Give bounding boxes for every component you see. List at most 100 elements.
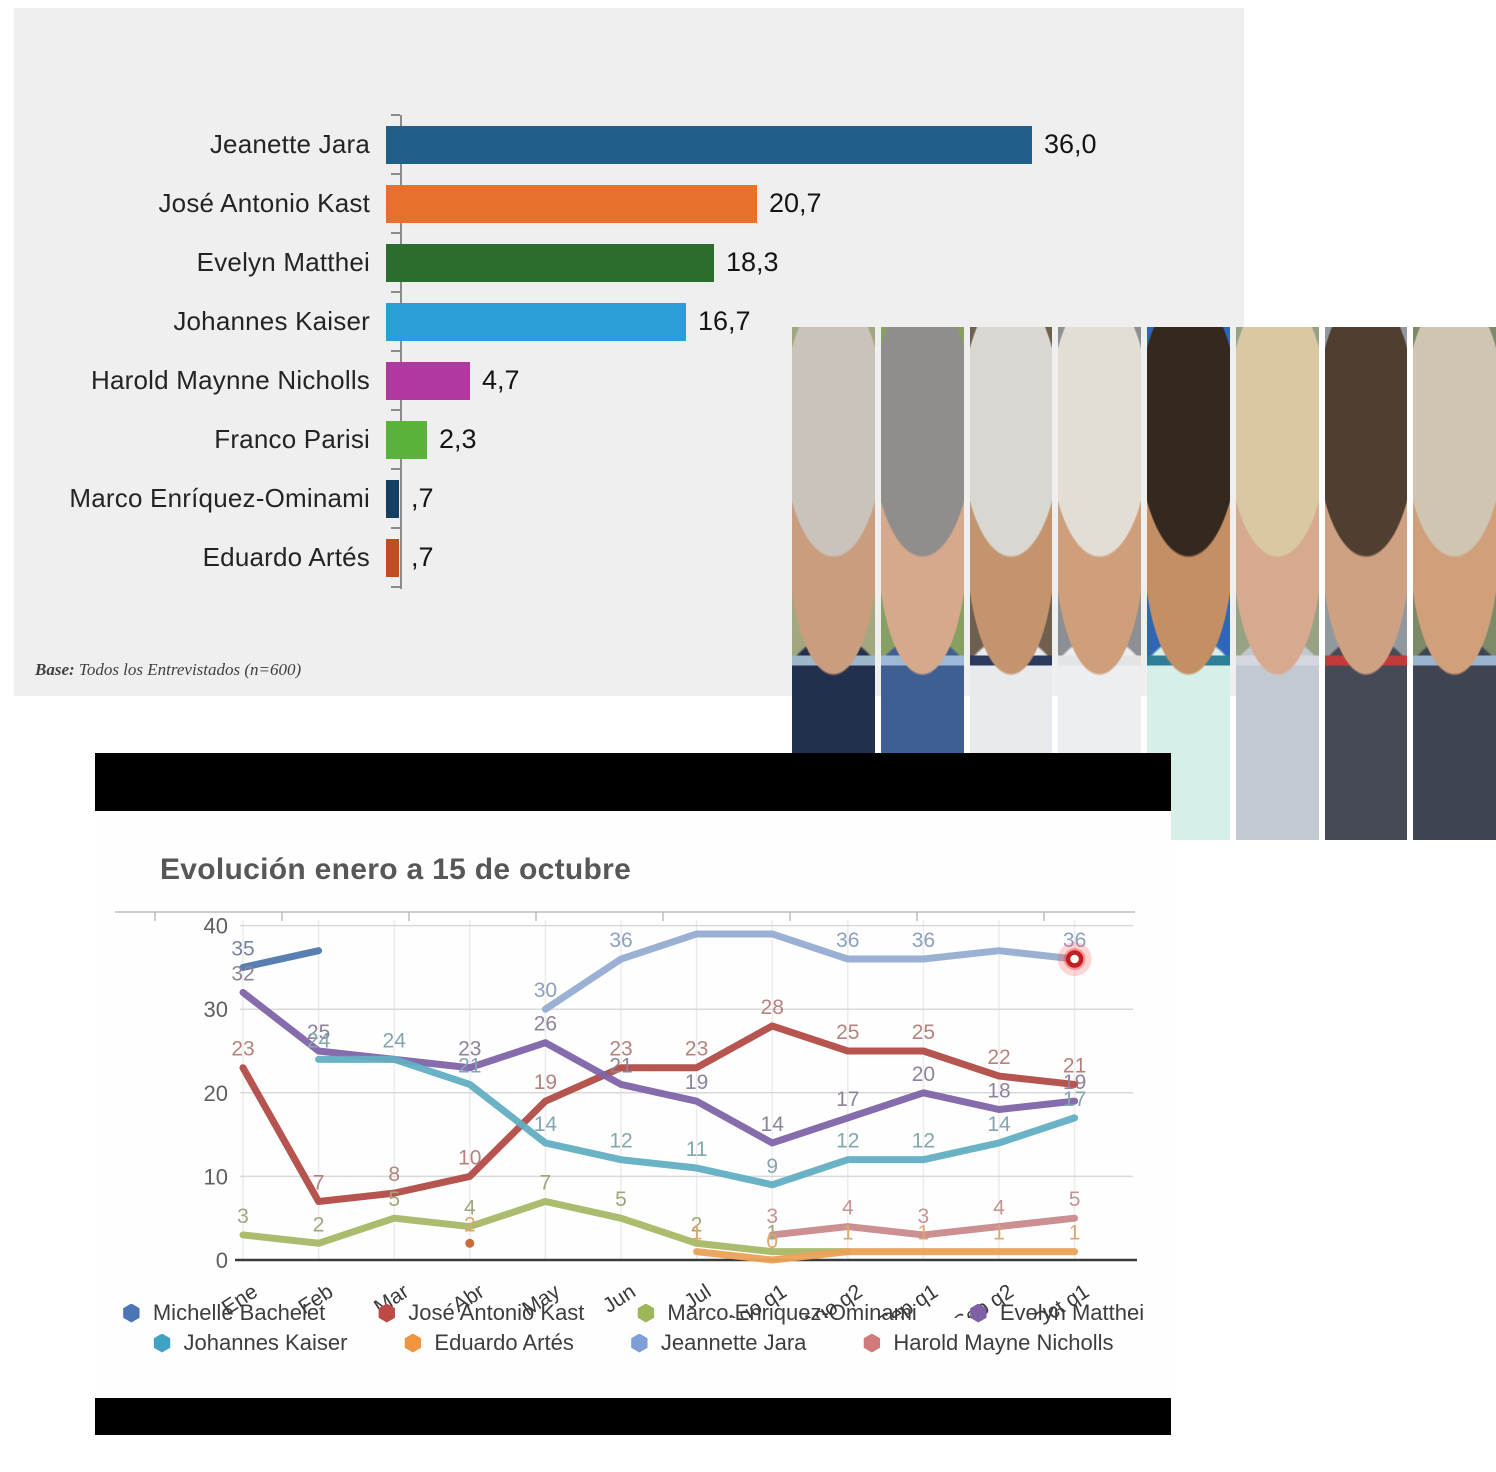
bar [386, 125, 1032, 164]
bar-value-label: 36,0 [1044, 129, 1097, 159]
bar-category-label: José Antonio Kast [158, 188, 370, 218]
data-label: 36 [1063, 929, 1086, 952]
legend-item: Marco Enriquez-Ominami [636, 1300, 917, 1326]
data-label: 7 [313, 1171, 325, 1194]
legend-hexagon-icon [863, 1333, 881, 1353]
legend-label: Michelle Bachelet [152, 1300, 326, 1325]
legend-item: José Antonio Kast [377, 1300, 584, 1326]
legend-item: Jeannette Jara [630, 1330, 807, 1356]
data-label: 17 [836, 1088, 859, 1111]
legend-label: Jeannette Jara [660, 1330, 807, 1355]
bar [386, 302, 686, 341]
data-label: 1 [993, 1222, 1005, 1245]
legend-hexagon-icon [404, 1333, 422, 1353]
data-point [465, 1238, 475, 1248]
data-label: 23 [609, 1038, 632, 1061]
bottom-black-bar [95, 1398, 1171, 1435]
data-label: 3 [918, 1205, 930, 1228]
data-label: 11 [686, 1138, 708, 1161]
candidate-photo [1413, 327, 1496, 840]
data-label: 5 [388, 1188, 400, 1211]
axis-tick [391, 291, 400, 293]
table-row: José Antonio Kast 20,7 [14, 174, 1244, 233]
data-label: 4 [464, 1197, 476, 1220]
data-label: 36 [609, 929, 632, 952]
data-label: 24 [307, 1029, 331, 1052]
data-label: 2 [464, 1213, 476, 1236]
data-label: 4 [842, 1197, 854, 1220]
bar-value-label: 18,3 [726, 247, 779, 277]
data-label: 24 [383, 1029, 407, 1052]
base-footnote: Base: Todos los Entrevistados (n=600) [35, 660, 301, 680]
y-tick-label: 0 [216, 1248, 228, 1273]
bar-category-label: Evelyn Matthei [196, 247, 370, 277]
bar-value-label: ,7 [411, 483, 434, 513]
data-label: 5 [1069, 1188, 1081, 1211]
bar [386, 184, 757, 223]
legend-item: Johannes Kaiser [153, 1330, 347, 1356]
axis-tick [391, 232, 400, 234]
data-label: 12 [836, 1130, 859, 1153]
data-label: 21 [458, 1054, 481, 1077]
series-line [239, 947, 323, 971]
data-label: 1 [766, 1222, 778, 1245]
bar-value-label: 20,7 [769, 188, 822, 218]
data-label: 18 [987, 1080, 1010, 1103]
table-row: Harold Maynne Nicholls 4,7 [14, 351, 1244, 410]
data-label: 3 [766, 1205, 778, 1228]
series-line [315, 1055, 1079, 1189]
bar-category-label: Johannes Kaiser [173, 306, 370, 336]
data-label: 28 [761, 996, 784, 1019]
highlight-marker [1065, 950, 1084, 968]
data-label: 10 [458, 1146, 481, 1169]
data-label: 14 [761, 1113, 785, 1136]
data-label: 21 [609, 1054, 632, 1077]
legend-hexagon-icon [970, 1303, 987, 1323]
data-label: 1 [691, 1222, 703, 1245]
data-label: 0 [766, 1230, 778, 1253]
legend-label: José Antonio Kast [408, 1300, 585, 1325]
bar-chart-axis [400, 115, 402, 589]
data-label: 36 [912, 929, 935, 952]
bar-category-label: Marco Enríquez-Ominami [69, 483, 370, 513]
data-label: 25 [836, 1021, 859, 1044]
bar-value-label: 16,7 [698, 306, 751, 336]
data-label: 21 [1063, 1054, 1086, 1077]
table-row: Franco Parisi 2,3 [14, 410, 1244, 469]
table-row: Marco Enríquez-Ominami ,7 [14, 469, 1244, 528]
data-label: 36 [836, 929, 859, 952]
bar-category-label: Eduardo Artés [202, 542, 370, 572]
data-label: 25 [912, 1021, 935, 1044]
data-label: 14 [534, 1113, 558, 1136]
data-label: 9 [766, 1155, 778, 1178]
legend-item: Michelle Bachelet [122, 1300, 325, 1326]
legend-item: Evelyn Matthei [969, 1300, 1144, 1326]
data-label: 5 [615, 1188, 627, 1211]
data-label: 4 [993, 1197, 1005, 1220]
bar [386, 420, 427, 459]
axis-tick [391, 586, 400, 588]
data-label: 23 [685, 1038, 708, 1061]
series-line [239, 1022, 1079, 1205]
series-line [541, 930, 1079, 1013]
data-label: 22 [987, 1046, 1010, 1069]
legend-hexagon-icon [123, 1303, 140, 1323]
data-label: 35 [231, 937, 254, 960]
series-line [768, 1214, 1079, 1239]
bar-category-label: Harold Maynne Nicholls [91, 365, 370, 395]
axis-tick [391, 114, 400, 116]
bar-category-label: Franco Parisi [214, 424, 370, 454]
legend-item: Eduardo Artés [403, 1330, 574, 1356]
table-row: Jeanette Jara 36,0 [14, 115, 1244, 174]
data-label: 1 [918, 1222, 930, 1245]
bar-chart: Jeanette Jara 36,0 José Antonio Kast 20,7 Ev… [14, 115, 1244, 587]
legend-row-2: Johannes Kaiser Eduardo Artés Jeannette Ja… [95, 1330, 1171, 1356]
data-label: 3 [237, 1205, 249, 1228]
chart-title: Evolución enero a 15 de octubre [160, 853, 632, 886]
data-label: 1 [842, 1222, 854, 1245]
series-line [693, 1248, 1079, 1264]
y-tick-label: 30 [204, 997, 228, 1022]
data-label: 14 [987, 1113, 1011, 1136]
legend-label: Eduardo Artés [434, 1330, 574, 1355]
legend-label: Marco Enriquez-Ominami [667, 1300, 917, 1325]
